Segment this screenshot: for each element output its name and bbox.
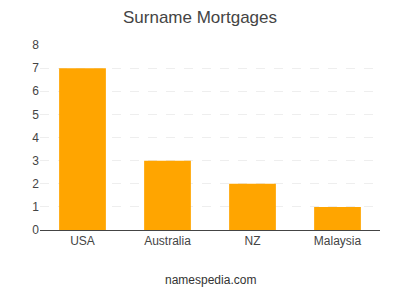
- svg-text:USA: USA: [70, 234, 95, 248]
- svg-text:8: 8: [32, 38, 39, 52]
- svg-text:0: 0: [32, 223, 39, 237]
- svg-text:2: 2: [32, 177, 39, 191]
- svg-text:4: 4: [32, 131, 39, 145]
- svg-text:Surname Mortgages: Surname Mortgages: [123, 8, 277, 27]
- svg-text:1: 1: [32, 200, 39, 214]
- svg-text:7: 7: [32, 61, 39, 75]
- svg-text:Malaysia: Malaysia: [314, 234, 362, 248]
- svg-text:3: 3: [32, 154, 39, 168]
- svg-text:Australia: Australia: [144, 234, 191, 248]
- svg-text:6: 6: [32, 84, 39, 98]
- svg-text:NZ: NZ: [245, 234, 261, 248]
- svg-text:5: 5: [32, 108, 39, 122]
- svg-text:namespedia.com: namespedia.com: [165, 273, 256, 287]
